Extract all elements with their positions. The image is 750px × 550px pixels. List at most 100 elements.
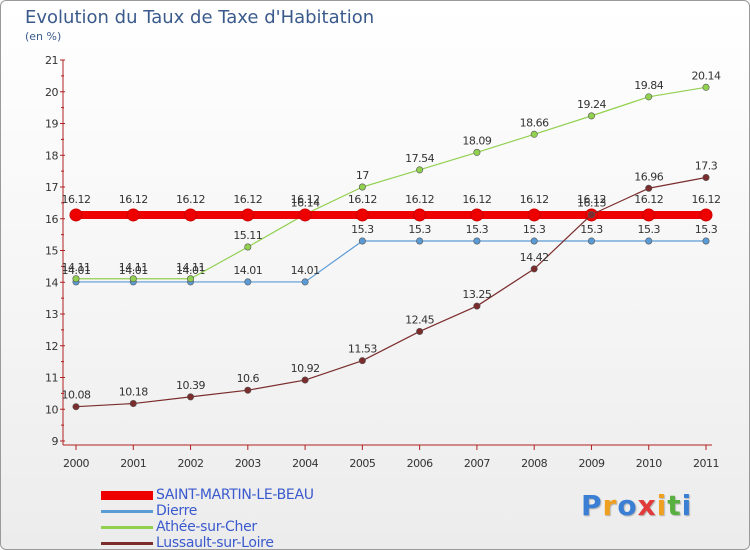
data-label: 15.3: [580, 223, 603, 236]
data-point: [645, 93, 653, 101]
chart-title: Evolution du Taux de Taxe d'Habitation: [25, 7, 375, 28]
x-tick-label: 2000: [63, 457, 89, 470]
data-label: 16.12: [348, 193, 377, 206]
data-point: [301, 376, 309, 384]
data-point: [355, 208, 369, 222]
data-label: 15.3: [466, 223, 489, 236]
data-point: [470, 208, 484, 222]
data-label: 16.12: [62, 193, 91, 206]
data-point: [187, 275, 195, 283]
data-point: [72, 275, 80, 283]
data-point: [126, 208, 140, 222]
series-ath-e-sur-cher: 14.11 14.11 14.11 15.11 16.14 17 17.54 18.09 18.…: [62, 69, 721, 283]
series-line: [76, 86, 707, 280]
data-point: [473, 148, 481, 156]
data-label: 16.12: [291, 193, 320, 206]
data-point: [241, 208, 255, 222]
data-point: [358, 183, 366, 191]
data-label: 16.14: [291, 196, 320, 209]
data-point: [129, 400, 137, 408]
data-point: [702, 237, 710, 245]
data-label: 18.66: [520, 116, 549, 129]
data-label: 14.01: [119, 264, 148, 277]
y-tick-label: 15: [45, 245, 58, 258]
proxiti-logo: Proxiti: [581, 489, 692, 522]
data-point: [413, 208, 427, 222]
x-tick-label: 2007: [464, 457, 490, 470]
data-point: [473, 302, 481, 310]
data-label: 12.45: [405, 313, 434, 326]
data-label: 14.42: [520, 251, 549, 264]
data-label: 14.01: [176, 264, 205, 277]
x-tick-label: 2006: [407, 457, 433, 470]
data-point: [530, 265, 538, 273]
data-point: [72, 403, 80, 411]
y-tick-label: 10: [45, 403, 58, 416]
y-tick-label: 20: [45, 86, 58, 99]
data-point: [645, 184, 653, 192]
x-tick-label: 2005: [349, 457, 375, 470]
y-tick-label: 17: [45, 181, 58, 194]
data-label: 14.01: [233, 264, 262, 277]
data-label: 10.18: [119, 386, 148, 399]
data-label: 15.3: [695, 223, 718, 236]
logo-letter: P: [581, 489, 603, 522]
data-point: [244, 386, 252, 394]
data-label: 18.09: [462, 134, 491, 147]
data-point: [416, 237, 424, 245]
logo-letter: x: [637, 489, 657, 522]
data-label: 17: [356, 169, 369, 182]
data-label: 20.14: [692, 69, 721, 82]
data-point: [244, 278, 252, 286]
data-label: 14.01: [62, 264, 91, 277]
logo-letter: t: [667, 489, 682, 522]
data-label: 10.08: [62, 389, 91, 402]
data-label: 14.01: [291, 264, 320, 277]
data-point: [358, 357, 366, 365]
chart-subtitle: (en %): [25, 30, 62, 43]
data-label: 11.53: [348, 343, 377, 356]
y-tick-label: 11: [45, 372, 58, 385]
data-point: [301, 278, 309, 286]
data-label: 19.84: [634, 79, 663, 92]
legend-label: SAINT-MARTIN-LE-BEAU: [156, 487, 314, 503]
data-point: [527, 208, 541, 222]
data-label: 17.3: [695, 159, 718, 172]
data-label: 14.11: [62, 261, 91, 274]
legend-label: Dierre: [156, 503, 198, 519]
series-line: [76, 240, 706, 283]
y-tick-label: 21: [45, 54, 58, 67]
data-label: 17.54: [405, 152, 434, 165]
data-point: [645, 237, 653, 245]
data-label: 15.3: [523, 223, 546, 236]
logo-letter: i: [681, 489, 693, 522]
data-label: 16.12: [520, 193, 549, 206]
data-point: [358, 237, 366, 245]
data-label: 16.12: [176, 193, 205, 206]
x-tick-label: 2003: [235, 457, 261, 470]
logo-letter: i: [656, 489, 668, 522]
data-point: [129, 275, 137, 283]
data-label: 16.12: [692, 193, 721, 206]
x-tick-label: 2009: [578, 457, 604, 470]
y-tick-label: 14: [45, 276, 58, 289]
data-point: [298, 208, 312, 222]
data-label: 15.11: [233, 229, 262, 242]
legend-swatch: [101, 542, 153, 545]
logo-letter: r: [602, 489, 618, 522]
data-label: 15.3: [637, 223, 660, 236]
series-saint-martin-le-beau: 16.12 16.12 16.12 16.12 16.12 16.12 16.12 16.12…: [62, 193, 721, 222]
logo-letter: o: [617, 489, 638, 522]
legend-swatch: [101, 491, 153, 500]
data-label: 16.96: [634, 170, 663, 183]
x-tick-label: 2004: [292, 457, 318, 470]
data-label: 10.6: [237, 372, 260, 385]
data-point: [244, 243, 252, 251]
x-tick-label: 2010: [636, 457, 662, 470]
data-label: 16.12: [405, 193, 434, 206]
data-point: [702, 173, 710, 181]
series-line: [75, 176, 707, 408]
x-tick-label: 2002: [178, 457, 204, 470]
data-point: [530, 130, 538, 138]
